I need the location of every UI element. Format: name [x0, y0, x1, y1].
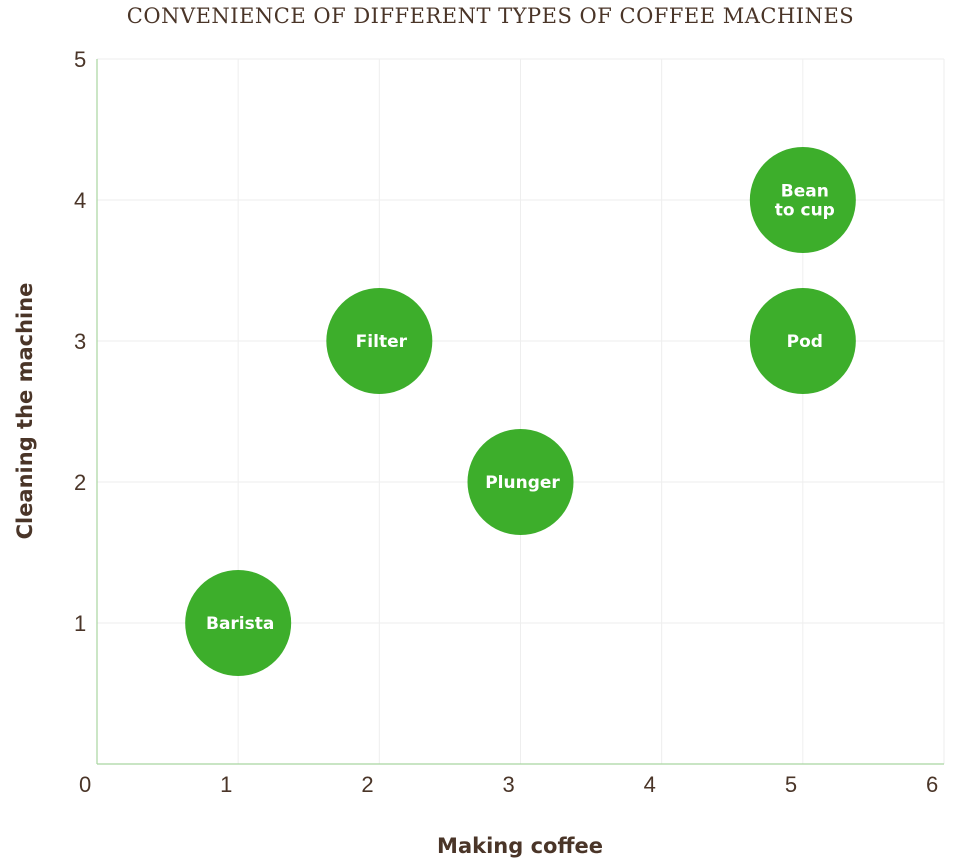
y-axis-label: Cleaning the machine [13, 283, 37, 540]
x-axis-label: Making coffee [437, 834, 603, 858]
x-tick-label: 0 [79, 772, 91, 797]
x-tick-labels: 0 1 2 3 4 5 6 [79, 772, 938, 797]
x-tick-label: 4 [644, 772, 656, 797]
bubble: Pod [749, 288, 856, 394]
bubble-point [749, 147, 856, 253]
bubble-point [326, 288, 433, 394]
bubble: Bean to cup [749, 147, 856, 253]
bubble: Barista [185, 570, 292, 676]
bubble-label: Bean to cup [775, 182, 835, 221]
y-tick-label: 1 [74, 611, 86, 636]
x-tick-label: 3 [503, 772, 515, 797]
y-tick-label: 3 [74, 329, 86, 354]
bubble: Filter [326, 288, 433, 394]
bubble-label: Barista [206, 614, 274, 634]
bubbles: Barista Filter Plunger Bean to cup Pod [185, 147, 856, 676]
bubble-label: Pod [787, 332, 823, 352]
axes [96, 59, 944, 765]
y-tick-label: 4 [74, 188, 86, 213]
bubble-point [749, 288, 856, 394]
y-tick-label: 5 [74, 47, 86, 72]
x-tick-label: 6 [926, 772, 938, 797]
x-tick-label: 5 [785, 772, 797, 797]
x-tick-label: 1 [220, 772, 232, 797]
bubble-label: Filter [356, 332, 408, 352]
x-tick-label: 2 [361, 772, 373, 797]
bubble: Plunger [467, 429, 574, 535]
bubble-point [467, 429, 574, 535]
chart-title: CONVENIENCE OF DIFFERENT TYPES OF COFFEE… [126, 4, 855, 28]
y-tick-label: 2 [74, 470, 86, 495]
bubble-point [185, 570, 292, 676]
bubble-label: Plunger [485, 473, 560, 493]
y-tick-labels: 1 2 3 4 5 [74, 47, 86, 636]
